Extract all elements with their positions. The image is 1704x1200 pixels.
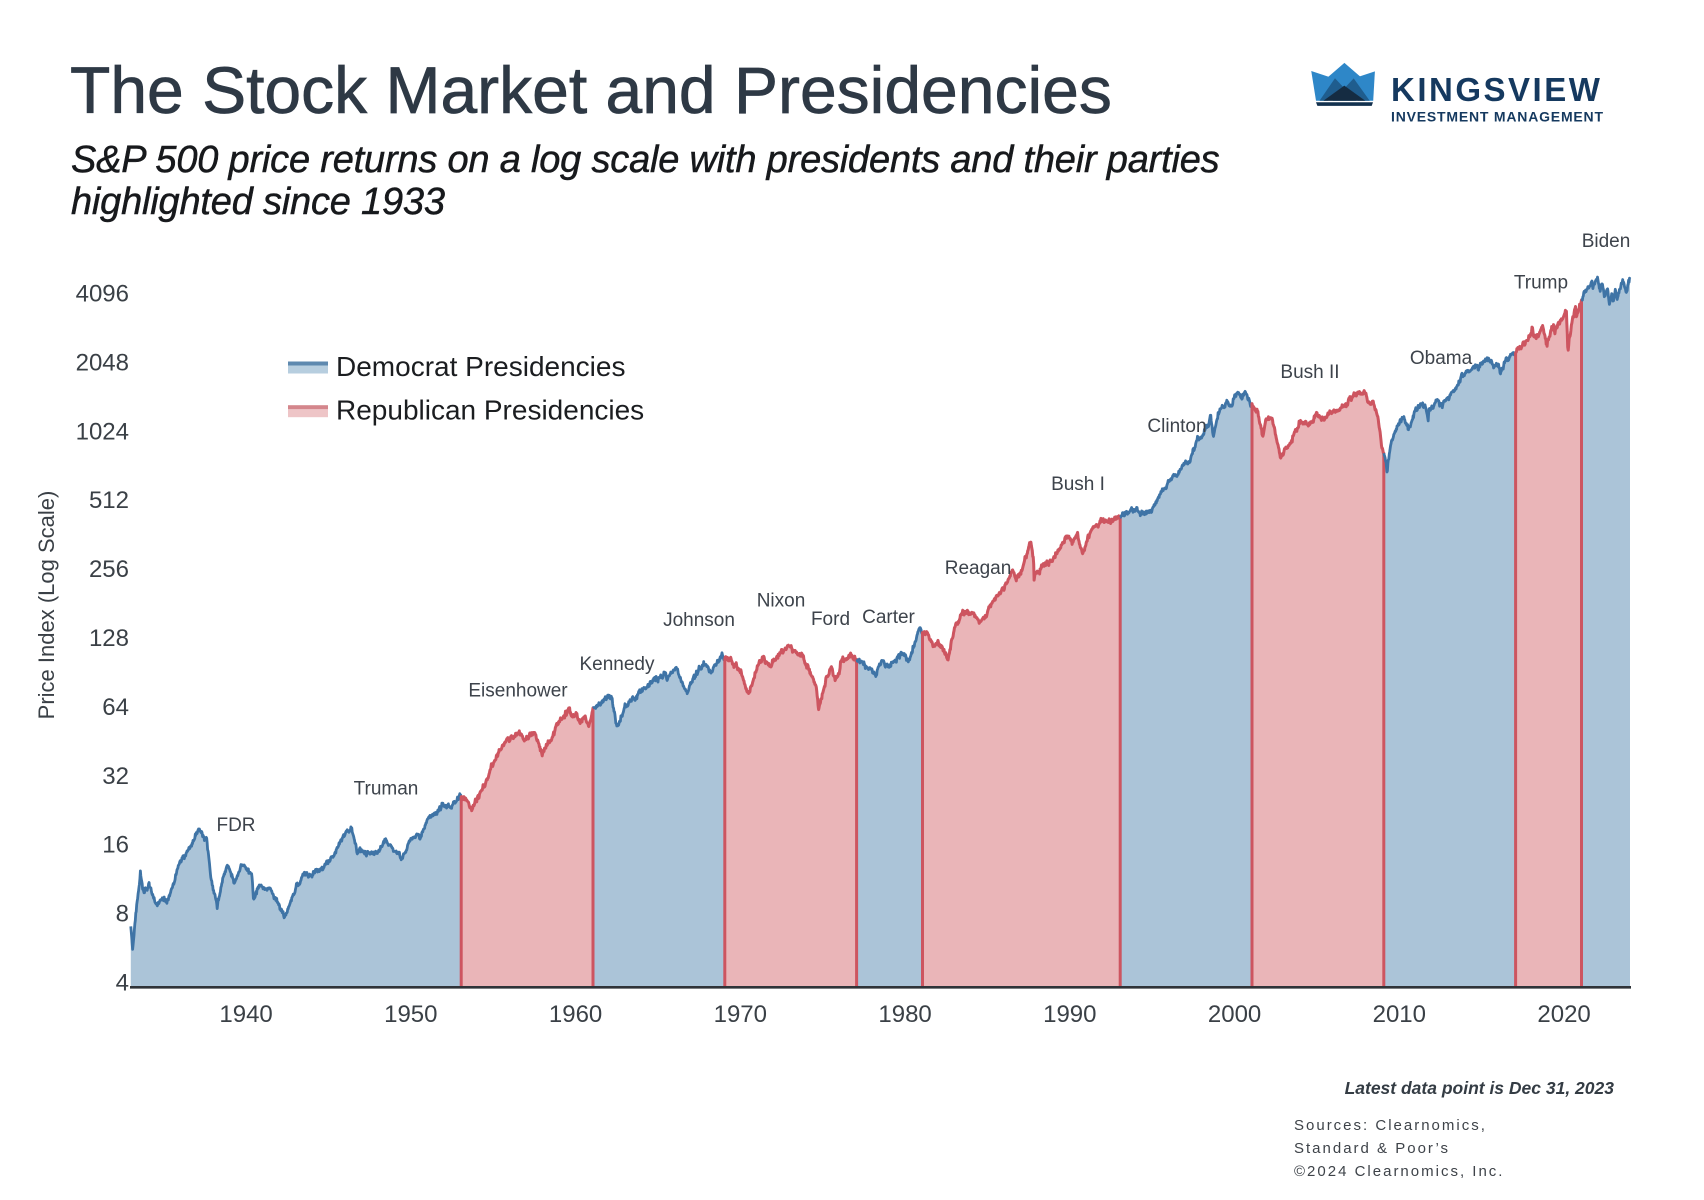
svg-text:Nixon: Nixon xyxy=(757,591,806,612)
svg-text:1960: 1960 xyxy=(549,1001,602,1028)
svg-text:64: 64 xyxy=(102,694,129,721)
svg-text:KINGSVIEW: KINGSVIEW xyxy=(1391,71,1602,108)
svg-text:Biden: Biden xyxy=(1582,231,1631,252)
svg-text:Democrat Presidencies: Democrat Presidencies xyxy=(336,351,625,382)
svg-text:4096: 4096 xyxy=(76,281,129,308)
svg-text:Republican Presidencies: Republican Presidencies xyxy=(336,395,644,426)
svg-text:Reagan: Reagan xyxy=(945,558,1012,579)
svg-text:8: 8 xyxy=(116,901,129,928)
svg-text:Kennedy: Kennedy xyxy=(579,654,655,675)
svg-text:Trump: Trump xyxy=(1514,273,1568,294)
svg-text:16: 16 xyxy=(102,832,129,859)
svg-text:Ford: Ford xyxy=(811,609,850,630)
svg-text:Truman: Truman xyxy=(354,779,419,800)
svg-text:FDR: FDR xyxy=(216,815,255,836)
svg-text:128: 128 xyxy=(89,625,129,652)
svg-text:2020: 2020 xyxy=(1537,1001,1590,1028)
svg-text:1940: 1940 xyxy=(219,1001,272,1028)
svg-text:Carter: Carter xyxy=(862,607,915,628)
svg-text:2000: 2000 xyxy=(1208,1001,1261,1028)
svg-text:32: 32 xyxy=(102,763,129,790)
svg-text:Bush I: Bush I xyxy=(1051,474,1105,495)
svg-text:Clinton: Clinton xyxy=(1147,416,1206,437)
svg-text:256: 256 xyxy=(89,556,129,583)
svg-text:Bush II: Bush II xyxy=(1280,362,1339,383)
svg-text:INVESTMENT MANAGEMENT: INVESTMENT MANAGEMENT xyxy=(1391,109,1604,125)
svg-text:1950: 1950 xyxy=(384,1001,437,1028)
svg-text:1024: 1024 xyxy=(76,418,129,445)
svg-text:1990: 1990 xyxy=(1043,1001,1096,1028)
svg-text:2048: 2048 xyxy=(76,349,129,376)
svg-text:Eisenhower: Eisenhower xyxy=(468,681,568,702)
svg-text:1970: 1970 xyxy=(714,1001,767,1028)
svg-text:1980: 1980 xyxy=(878,1001,931,1028)
svg-text:Price Index (Log Scale): Price Index (Log Scale) xyxy=(34,491,59,720)
svg-text:2010: 2010 xyxy=(1373,1001,1426,1028)
svg-text:Johnson: Johnson xyxy=(663,610,735,631)
svg-text:512: 512 xyxy=(89,487,129,514)
svg-text:Obama: Obama xyxy=(1410,348,1473,369)
svg-text:4: 4 xyxy=(116,970,129,997)
